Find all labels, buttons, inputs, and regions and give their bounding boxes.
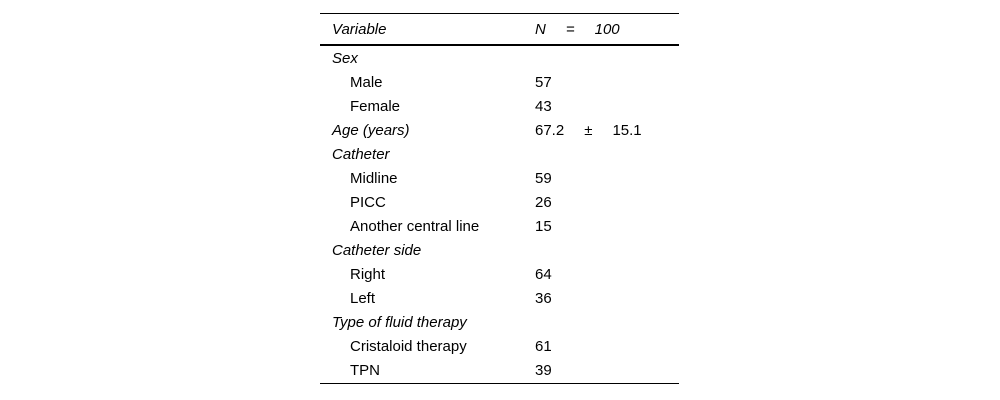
table-row: Right 64 — [320, 262, 679, 286]
table-row: Another central line 15 — [320, 214, 679, 238]
header-values: N = 100 — [535, 22, 679, 37]
row-values: 43 — [535, 99, 679, 114]
table-header-row: Variable N = 100 — [320, 13, 679, 46]
row-label: Catheter side — [332, 241, 422, 259]
row-label: Catheter — [332, 145, 390, 163]
header-n-label: N — [535, 20, 546, 38]
row-label: Male — [350, 73, 383, 91]
row-value: 36 — [535, 289, 552, 307]
row-value: 15 — [535, 217, 552, 235]
table-row: Sex — [320, 46, 679, 70]
row-plusminus-symbol: ± — [584, 121, 593, 139]
row-value: 67.2 — [535, 121, 565, 139]
row-value: 26 — [535, 193, 552, 211]
table-row: Left 36 — [320, 286, 679, 310]
row-label: Female — [350, 97, 401, 115]
header-n-value: 100 — [594, 20, 620, 38]
row-label: Another central line — [350, 217, 480, 235]
header-variable-label: Variable — [332, 20, 387, 38]
row-value: 57 — [535, 73, 552, 91]
table-row: Age (years) 67.2 ± 15.1 — [320, 118, 679, 142]
row-label: Age (years) — [332, 121, 410, 139]
row-label: Sex — [332, 49, 358, 67]
results-table: Variable N = 100 Sex Male 57 — [320, 13, 679, 384]
table-body: Sex Male 57 Female 43 — [320, 46, 679, 384]
row-value: 43 — [535, 97, 552, 115]
row-label: Type of fluid therapy — [332, 313, 467, 331]
table-row: Midline 59 — [320, 166, 679, 190]
row-value: 61 — [535, 337, 552, 355]
header-equals-symbol: = — [565, 20, 575, 38]
table-row: PICC 26 — [320, 190, 679, 214]
table-row: Catheter — [320, 142, 679, 166]
table-row: Cristaloid therapy 61 — [320, 334, 679, 358]
row-values: 57 — [535, 75, 679, 90]
row-values: 67.2 ± 15.1 — [535, 123, 679, 138]
row-value: 64 — [535, 265, 552, 283]
row-values: 61 — [535, 339, 679, 354]
row-label: Right — [350, 265, 386, 283]
row-label: PICC — [350, 193, 386, 211]
table-row: Male 57 — [320, 70, 679, 94]
row-values: 39 — [535, 363, 679, 378]
row-value: 59 — [535, 169, 552, 187]
row-values: 15 — [535, 219, 679, 234]
row-label: Left — [350, 289, 376, 307]
table-row: Female 43 — [320, 94, 679, 118]
row-label: Cristaloid therapy — [350, 337, 467, 355]
row-values: 36 — [535, 291, 679, 306]
row-value: 39 — [535, 361, 552, 379]
table-row: Catheter side — [320, 238, 679, 262]
row-values: 26 — [535, 195, 679, 210]
row-label: Midline — [350, 169, 398, 187]
table-row: TPN 39 — [320, 358, 679, 382]
row-values: 59 — [535, 171, 679, 186]
row-label: TPN — [350, 361, 380, 379]
table-row: Type of fluid therapy — [320, 310, 679, 334]
row-value2: 15.1 — [612, 121, 642, 139]
row-values: 64 — [535, 267, 679, 282]
